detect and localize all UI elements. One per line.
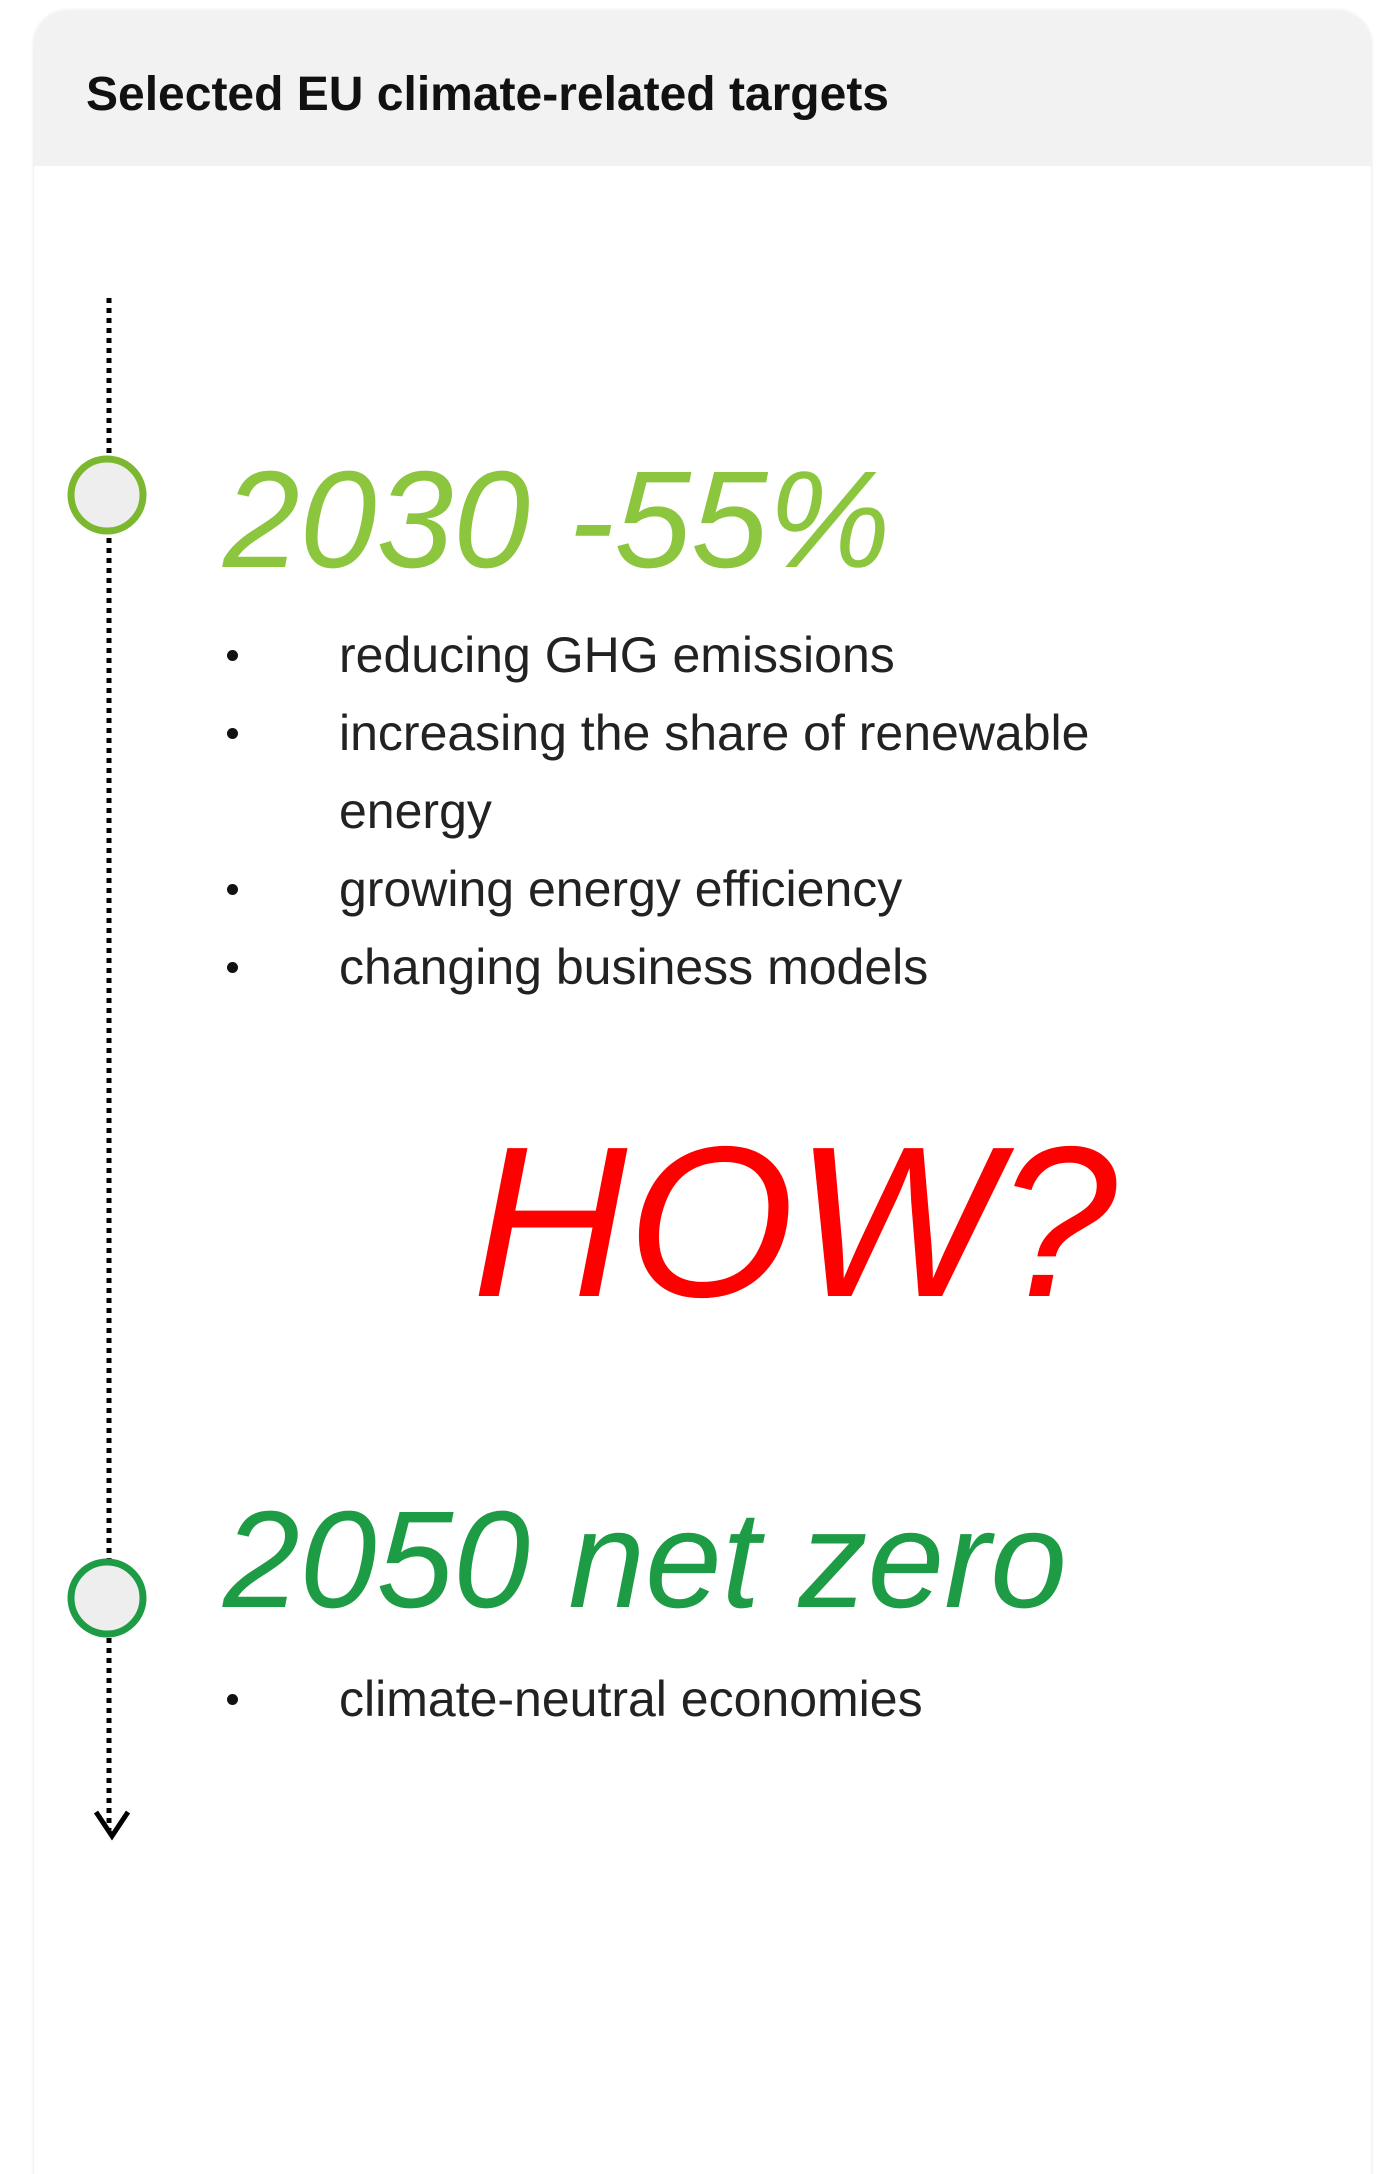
milestone-marker: [67, 1558, 147, 1638]
bullet: [223, 850, 339, 928]
bullet-item: growing energy efficiency: [223, 850, 1223, 928]
card: Selected EU climate-related targets: [34, 11, 1371, 2174]
bullet-text: changing business models: [339, 939, 929, 995]
bullet-item: changing business models: [223, 928, 1223, 1006]
bullet-text: climate-neutral economies: [339, 1671, 923, 1727]
milestone-marker: [67, 455, 147, 535]
bullet: [223, 928, 339, 1006]
bullet-list: reducing GHG emissions increasing the sh…: [223, 616, 1223, 1006]
question-text: HOW?: [472, 1101, 1117, 1342]
bullet-list: climate-neutral economies: [223, 1660, 1223, 1738]
bullet: [223, 616, 339, 694]
milestone-heading: 2050 net zero: [223, 1483, 1067, 1637]
bullet-text: growing energy efficiency: [339, 861, 903, 917]
bullet-item: climate-neutral economies: [223, 1660, 1223, 1738]
bullet-item: increasing the share of renewable energy: [223, 694, 1223, 850]
bullet-item: reducing GHG emissions: [223, 616, 1223, 694]
bullet-text: increasing the share of renewable energy: [339, 705, 1090, 839]
card-header: Selected EU climate-related targets: [34, 11, 1371, 166]
bullet: [223, 694, 339, 850]
milestone-heading: 2030 -55%: [223, 443, 891, 597]
bullet-text: reducing GHG emissions: [339, 627, 895, 683]
bullet: [223, 1660, 339, 1738]
card-title: Selected EU climate-related targets: [86, 68, 889, 121]
timeline-arrow: [93, 1810, 131, 1841]
